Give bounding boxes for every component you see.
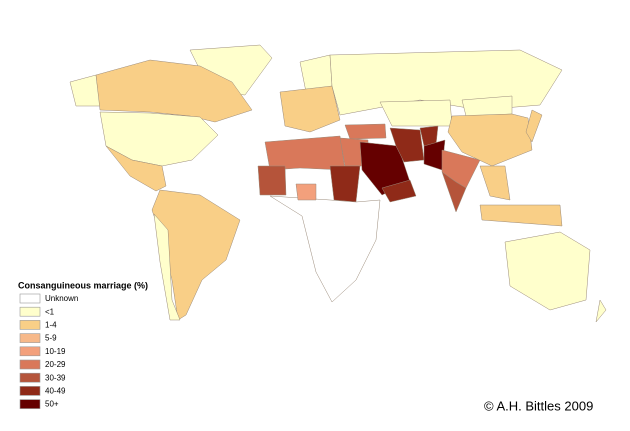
south-india xyxy=(441,171,467,213)
legend-label: <1 xyxy=(45,307,55,316)
legend-swatch xyxy=(19,293,41,304)
iran xyxy=(389,127,425,163)
alaska xyxy=(69,74,101,107)
legend-label: 10-19 xyxy=(45,347,66,356)
china xyxy=(447,113,533,167)
legend-swatch xyxy=(19,359,41,370)
sub-saharan-africa xyxy=(269,195,381,303)
europe xyxy=(279,85,341,133)
legend-label: 50+ xyxy=(45,400,59,409)
indonesia xyxy=(479,204,563,227)
australia xyxy=(504,231,591,311)
countries xyxy=(69,44,607,323)
legend-swatch xyxy=(19,320,41,330)
yemen-oman xyxy=(381,179,417,203)
nigeria xyxy=(295,183,317,201)
canada xyxy=(95,59,253,123)
legend-label: Unknown xyxy=(45,294,78,303)
credit: © A.H. Bittles 2009 xyxy=(484,398,593,413)
legend-label: 40-49 xyxy=(45,387,66,396)
chile xyxy=(153,213,181,321)
legend: Unknown <1 1-4 5-9 10-19 20-29 30-39 40-49 50+ xyxy=(19,293,78,409)
central-asia xyxy=(379,99,453,127)
north-africa xyxy=(264,135,346,171)
southeast-asia xyxy=(479,165,511,201)
legend-label: 1-4 xyxy=(45,321,57,330)
legend-swatch xyxy=(19,399,41,409)
new-zealand xyxy=(595,299,607,323)
legend-swatch xyxy=(19,333,41,343)
japan xyxy=(525,109,543,143)
legend-swatch xyxy=(19,346,41,357)
legend-label: 5-9 xyxy=(45,334,57,343)
legend-title: Consanguineous marriage (%) xyxy=(18,280,148,290)
legend-swatch xyxy=(19,372,41,383)
legend-swatch xyxy=(19,386,41,396)
legend-label: 30-39 xyxy=(45,373,66,382)
turkey xyxy=(344,123,387,140)
sudan xyxy=(329,165,361,203)
mauritania xyxy=(257,165,287,196)
mexico xyxy=(105,145,167,192)
legend-swatch xyxy=(19,306,41,317)
legend-label: 20-29 xyxy=(45,360,66,369)
